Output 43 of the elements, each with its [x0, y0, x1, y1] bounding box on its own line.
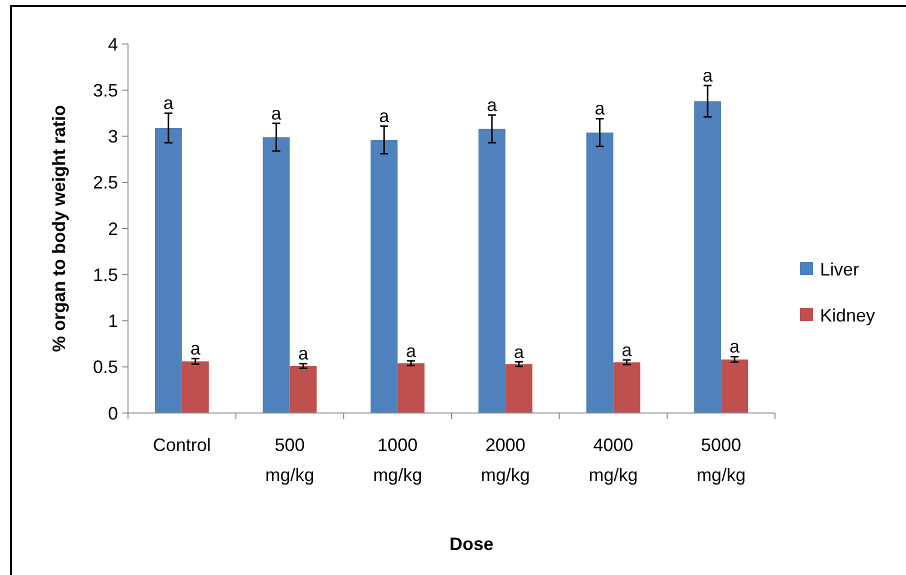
legend-label: Liver	[820, 259, 860, 280]
y-tick-label: 3	[108, 126, 118, 147]
data-label: a	[406, 340, 418, 361]
y-tick-label: 3.5	[92, 80, 118, 100]
data-label: a	[190, 338, 202, 359]
x-tick-label: 5000 mg/kg	[696, 435, 746, 485]
y-tick-label: 4	[108, 34, 118, 54]
y-tick-label: 0	[108, 403, 118, 424]
y-tick-label: 1.5	[92, 264, 118, 285]
y-tick-label: 2.5	[92, 172, 118, 193]
bar	[721, 359, 748, 413]
y-tick-label: 1	[108, 311, 118, 332]
data-label: a	[702, 66, 714, 86]
bar	[505, 364, 532, 413]
x-tick-label: 2000 mg/kg	[480, 435, 530, 485]
x-tick-label: 1000 mg/kg	[373, 435, 422, 485]
bar	[694, 101, 722, 413]
data-label: a	[379, 106, 390, 126]
bar	[478, 128, 506, 413]
x-tick-label: Control	[152, 435, 211, 455]
data-label: a	[622, 340, 633, 360]
y-tick-label: 0.5	[92, 357, 118, 378]
data-label: a	[298, 344, 310, 364]
x-tick-label: 500 mg/kg	[265, 435, 314, 485]
bar	[154, 128, 182, 413]
x-axis-title: Dose	[449, 534, 494, 554]
bar	[398, 363, 425, 413]
bar	[613, 362, 640, 413]
bar	[262, 137, 290, 413]
data-label: a	[163, 93, 174, 114]
bar	[290, 366, 317, 413]
y-tick-label: 2	[108, 218, 118, 239]
data-label: a	[271, 103, 282, 124]
data-label: a	[514, 342, 525, 362]
legend-label: Kidney	[820, 305, 876, 326]
bar	[370, 140, 398, 413]
data-label: a	[594, 98, 606, 119]
bar	[586, 132, 614, 413]
data-label: a	[486, 95, 498, 116]
bar	[182, 361, 209, 413]
data-label: a	[730, 336, 741, 357]
x-tick-label: 4000 mg/kg	[588, 435, 638, 485]
y-axis-title: % organ to body weight ratio	[49, 104, 69, 352]
